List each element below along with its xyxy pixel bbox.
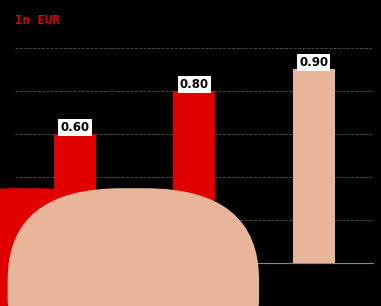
Text: 0.60: 0.60	[60, 121, 90, 134]
Bar	[293, 69, 335, 263]
Bar	[54, 134, 96, 263]
Text: 0.80: 0.80	[180, 78, 209, 91]
Text: 0.90: 0.90	[299, 56, 328, 69]
Bar	[173, 91, 215, 263]
Text: In EUR: In EUR	[15, 14, 60, 27]
